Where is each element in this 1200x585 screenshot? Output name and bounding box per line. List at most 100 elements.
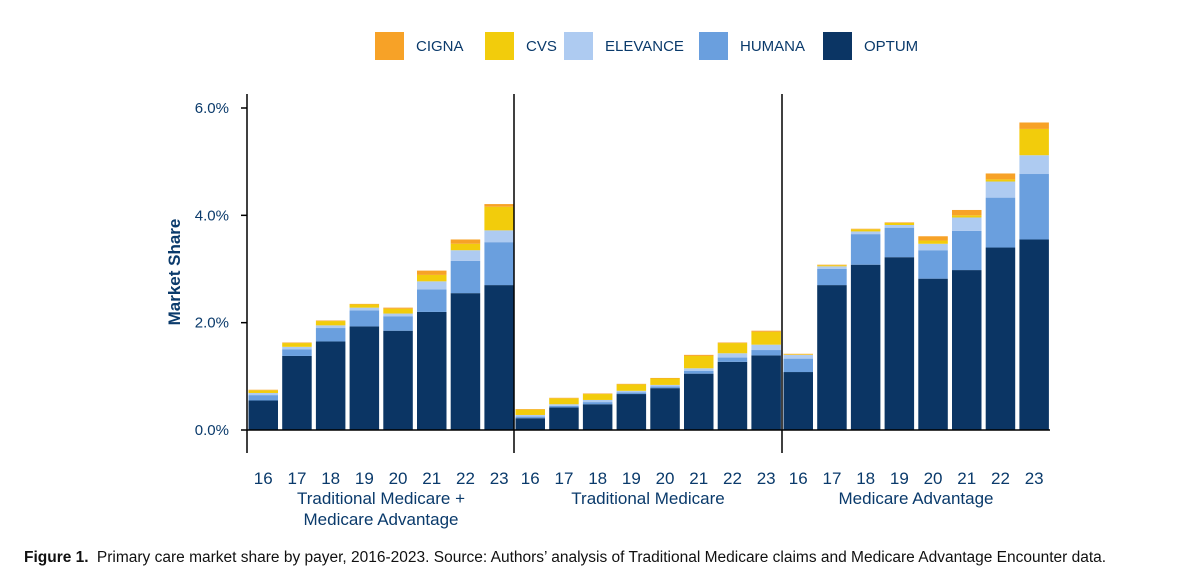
bar-segment-elevance-18 bbox=[315, 325, 346, 329]
bar-segment-optum-21 bbox=[684, 373, 714, 430]
bar-segment-cvs-17 bbox=[282, 343, 312, 347]
bar-segment-humana-16 bbox=[248, 395, 278, 401]
bar-group-2 bbox=[515, 330, 781, 430]
bar-segment-elevance-16 bbox=[783, 354, 813, 359]
bar-group-1 bbox=[248, 204, 514, 430]
bar-segment-humana-19 bbox=[349, 310, 380, 327]
bar-segment-humana-17 bbox=[817, 269, 847, 286]
bar-segment-optum-23 bbox=[1019, 239, 1049, 430]
bar-segment-humana-23 bbox=[1019, 174, 1049, 240]
legend-item-cigna: CIGNA bbox=[375, 32, 464, 60]
bar-segment-optum-22 bbox=[985, 247, 1016, 430]
caption-text: Primary care market share by payer, 2016… bbox=[96, 549, 1107, 566]
bar-segment-humana-17 bbox=[282, 349, 312, 356]
x-tick-label: 16 bbox=[521, 469, 540, 488]
bar-segment-optum-23 bbox=[484, 285, 514, 430]
bar-segment-cvs-17 bbox=[817, 265, 847, 267]
bar-segment-humana-18 bbox=[315, 328, 346, 342]
bar-segment-cigna-23 bbox=[484, 204, 514, 207]
bar-segment-cvs-16 bbox=[783, 354, 813, 355]
bar-segment-cvs-20 bbox=[383, 308, 413, 314]
bar-segment-cigna-20 bbox=[918, 236, 948, 241]
bar-segment-humana-19 bbox=[884, 227, 915, 258]
bar-segment-cigna-19 bbox=[349, 303, 380, 305]
bar-segment-cvs-21 bbox=[952, 215, 982, 218]
x-tick-label: 21 bbox=[689, 469, 708, 488]
caption-label: Figure 1. bbox=[24, 549, 89, 566]
bar-segment-optum-18 bbox=[850, 264, 881, 430]
y-tick-label: 2.0% bbox=[195, 315, 229, 332]
bar-segment-elevance-17 bbox=[282, 346, 312, 350]
bar-segment-elevance-20 bbox=[650, 384, 680, 387]
bar-segment-cvs-23 bbox=[484, 206, 514, 231]
legend-swatch-cigna bbox=[375, 32, 404, 60]
y-tick-label: 4.0% bbox=[195, 207, 229, 224]
bar-segment-elevance-23 bbox=[484, 230, 514, 243]
stacked-bar-chart: CIGNA CVS ELEVANCE HUMANA OPTUM 0.0% 2.0% 4.0%… bbox=[165, 32, 1050, 529]
x-tick-label: 17 bbox=[287, 469, 306, 488]
x-tick-label: 19 bbox=[622, 469, 641, 488]
group-label: Medicare Advantage bbox=[839, 489, 994, 508]
bar-segment-optum-18 bbox=[582, 404, 613, 430]
bar-segment-elevance-20 bbox=[383, 313, 413, 317]
bar-segment-elevance-22 bbox=[450, 250, 481, 261]
bar-segment-humana-20 bbox=[918, 250, 948, 279]
bar-segment-cvs-16 bbox=[248, 390, 278, 393]
figure-caption: Figure 1. Primary care market share by p… bbox=[24, 549, 1194, 567]
bar-segment-cvs-17 bbox=[549, 398, 579, 405]
bar-segment-elevance-23 bbox=[751, 344, 781, 351]
bar-segment-cvs-22 bbox=[450, 243, 481, 251]
bar-segment-humana-22 bbox=[985, 197, 1016, 248]
legend-label-elevance: ELEVANCE bbox=[605, 38, 684, 55]
bar-segment-optum-23 bbox=[751, 355, 781, 430]
y-tick-label: 6.0% bbox=[195, 100, 229, 117]
x-tick-label: 23 bbox=[757, 469, 776, 488]
bar-segment-humana-21 bbox=[952, 230, 982, 271]
x-tick-label: 22 bbox=[723, 469, 742, 488]
x-tick-label: 20 bbox=[389, 469, 408, 488]
x-tick-label: 22 bbox=[456, 469, 475, 488]
legend-item-humana: HUMANA bbox=[699, 32, 805, 60]
x-tick-label: 23 bbox=[1025, 469, 1044, 488]
bar-segment-cvs-23 bbox=[1019, 128, 1049, 156]
x-tick-label: 18 bbox=[321, 469, 340, 488]
bar-segment-humana-23 bbox=[484, 242, 514, 286]
bar-segment-cigna-21 bbox=[684, 354, 714, 356]
bar-segment-elevance-23 bbox=[1019, 155, 1049, 175]
bar-segment-cigna-16 bbox=[515, 409, 545, 410]
bar-segment-optum-20 bbox=[918, 278, 948, 430]
y-tick-label: 0.0% bbox=[195, 422, 229, 439]
legend-swatch-cvs bbox=[485, 32, 514, 60]
bar-segment-cvs-22 bbox=[985, 179, 1016, 182]
bar-segment-cigna-23 bbox=[1019, 122, 1049, 129]
x-axis: 16 17 18 19 20 21 22 23 Traditional Medicare + Me… bbox=[247, 429, 1050, 529]
bar-segment-cvs-21 bbox=[684, 355, 714, 369]
bar-segment-humana-22 bbox=[450, 260, 481, 294]
bar-segment-cigna-19 bbox=[884, 222, 915, 223]
bar-segment-cvs-18 bbox=[582, 394, 613, 400]
y-axis: 0.0% 2.0% 4.0% 6.0% Market Share bbox=[165, 94, 248, 453]
bar-segment-optum-19 bbox=[884, 257, 915, 430]
bar-segment-cigna-17 bbox=[817, 264, 847, 266]
bar-segment-cigna-22 bbox=[985, 173, 1016, 180]
bar-segment-optum-22 bbox=[717, 361, 748, 430]
bar-segment-elevance-21 bbox=[417, 281, 447, 290]
legend-swatch-optum bbox=[823, 32, 852, 60]
bar-segment-cigna-20 bbox=[383, 307, 413, 309]
bar-segment-elevance-21 bbox=[684, 368, 714, 371]
bar-segment-optum-16 bbox=[783, 372, 813, 430]
bar-segment-cigna-23 bbox=[751, 330, 781, 332]
bar-segment-optum-21 bbox=[952, 270, 982, 430]
bar-segment-humana-18 bbox=[582, 402, 613, 405]
bar-group-3 bbox=[783, 122, 1049, 430]
legend-swatch-elevance bbox=[564, 32, 593, 60]
bar-segment-cvs-16 bbox=[515, 409, 545, 415]
bar-segment-humana-16 bbox=[783, 358, 813, 373]
bar-segment-cvs-19 bbox=[884, 222, 915, 225]
bar-segment-elevance-16 bbox=[515, 414, 545, 417]
bar-segment-humana-21 bbox=[417, 289, 447, 312]
x-tick-label: 19 bbox=[355, 469, 374, 488]
bars bbox=[248, 122, 1049, 430]
group-label: Traditional Medicare bbox=[571, 489, 724, 508]
bar-segment-elevance-19 bbox=[884, 224, 915, 228]
